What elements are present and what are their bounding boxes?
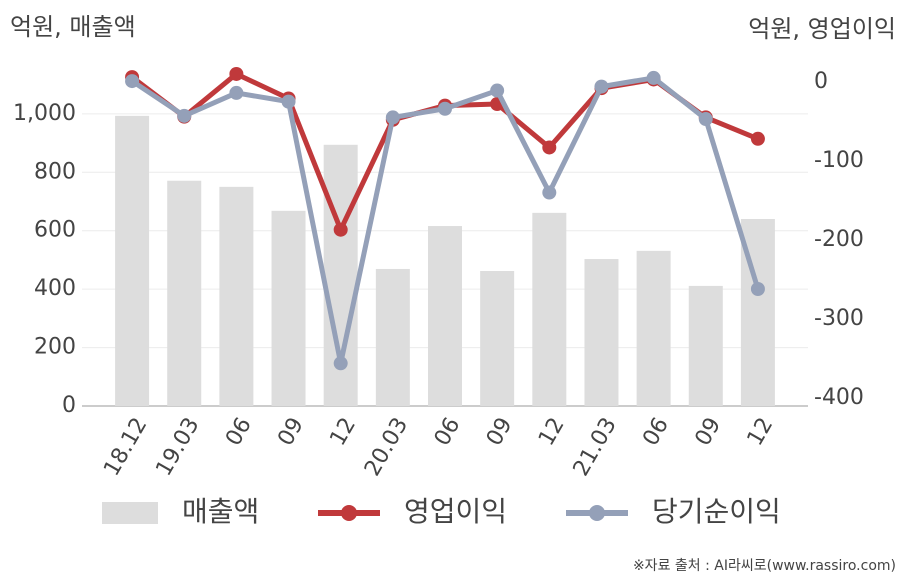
x-tick-label: 09 — [691, 414, 727, 451]
y2-tick-label: -100 — [814, 148, 864, 173]
x-tick-label: 09 — [482, 413, 518, 450]
y-tick-label: 800 — [34, 159, 76, 184]
point — [177, 108, 192, 123]
bar — [271, 210, 306, 406]
x-tick-label: 12 — [325, 414, 361, 451]
y-tick-label: 0 — [62, 393, 76, 418]
x-tick-label: 06 — [430, 414, 466, 451]
bar — [428, 226, 462, 406]
y-tick-label: 400 — [34, 276, 76, 301]
point — [750, 131, 765, 146]
bar — [375, 268, 410, 406]
x-tick-label: 09 — [273, 414, 309, 451]
point — [438, 101, 452, 116]
legend-label: 당기순이익 — [652, 495, 781, 528]
bar — [584, 259, 619, 406]
legend-label: 매출액 — [182, 495, 259, 528]
point — [281, 94, 296, 109]
bar — [219, 186, 254, 406]
y2-tick-label: -400 — [814, 385, 864, 410]
point — [229, 66, 244, 81]
y2-tick-label: 0 — [814, 69, 828, 94]
x-tick-label: 06 — [638, 414, 674, 451]
legend-swatch — [341, 505, 357, 521]
x-tick-label: 19.03 — [151, 414, 204, 481]
point — [333, 356, 348, 371]
x-tick-label: 21.03 — [569, 414, 622, 481]
bar — [167, 180, 202, 406]
x-tick-label: 18.12 — [99, 414, 152, 481]
source: ※자료 출처 : AI라씨로(www.rassiro.com) — [633, 558, 896, 574]
bar — [532, 212, 567, 406]
point — [490, 83, 505, 98]
x-tick-label: 12 — [534, 414, 570, 451]
point — [594, 79, 609, 94]
x-tick-label: 06 — [221, 414, 257, 451]
y-axis-label: 억원, 매출액 — [10, 13, 136, 41]
point — [542, 140, 557, 155]
legend-swatch — [589, 505, 605, 521]
y2-tick-label: -200 — [814, 227, 864, 252]
legend-label: 영업이익 — [404, 495, 507, 528]
y-tick-label: 200 — [34, 335, 76, 360]
point — [333, 222, 348, 237]
bar — [480, 271, 515, 406]
point — [229, 85, 244, 100]
bar — [688, 285, 723, 406]
bar — [636, 250, 671, 406]
point — [646, 70, 661, 85]
point — [698, 112, 713, 127]
point — [125, 74, 140, 89]
point — [750, 281, 765, 296]
y2-axis-label: 억원, 영업이익 — [748, 15, 896, 43]
point — [542, 185, 557, 200]
y-tick-label: 1,000 — [13, 101, 76, 126]
legend-swatch — [102, 502, 158, 524]
bar — [115, 115, 150, 406]
y-tick-label: 600 — [34, 218, 76, 243]
x-tick-label: 12 — [743, 414, 779, 451]
y2-tick-label: -300 — [814, 306, 864, 331]
point — [385, 110, 400, 125]
x-tick-label: 20.03 — [360, 414, 413, 481]
